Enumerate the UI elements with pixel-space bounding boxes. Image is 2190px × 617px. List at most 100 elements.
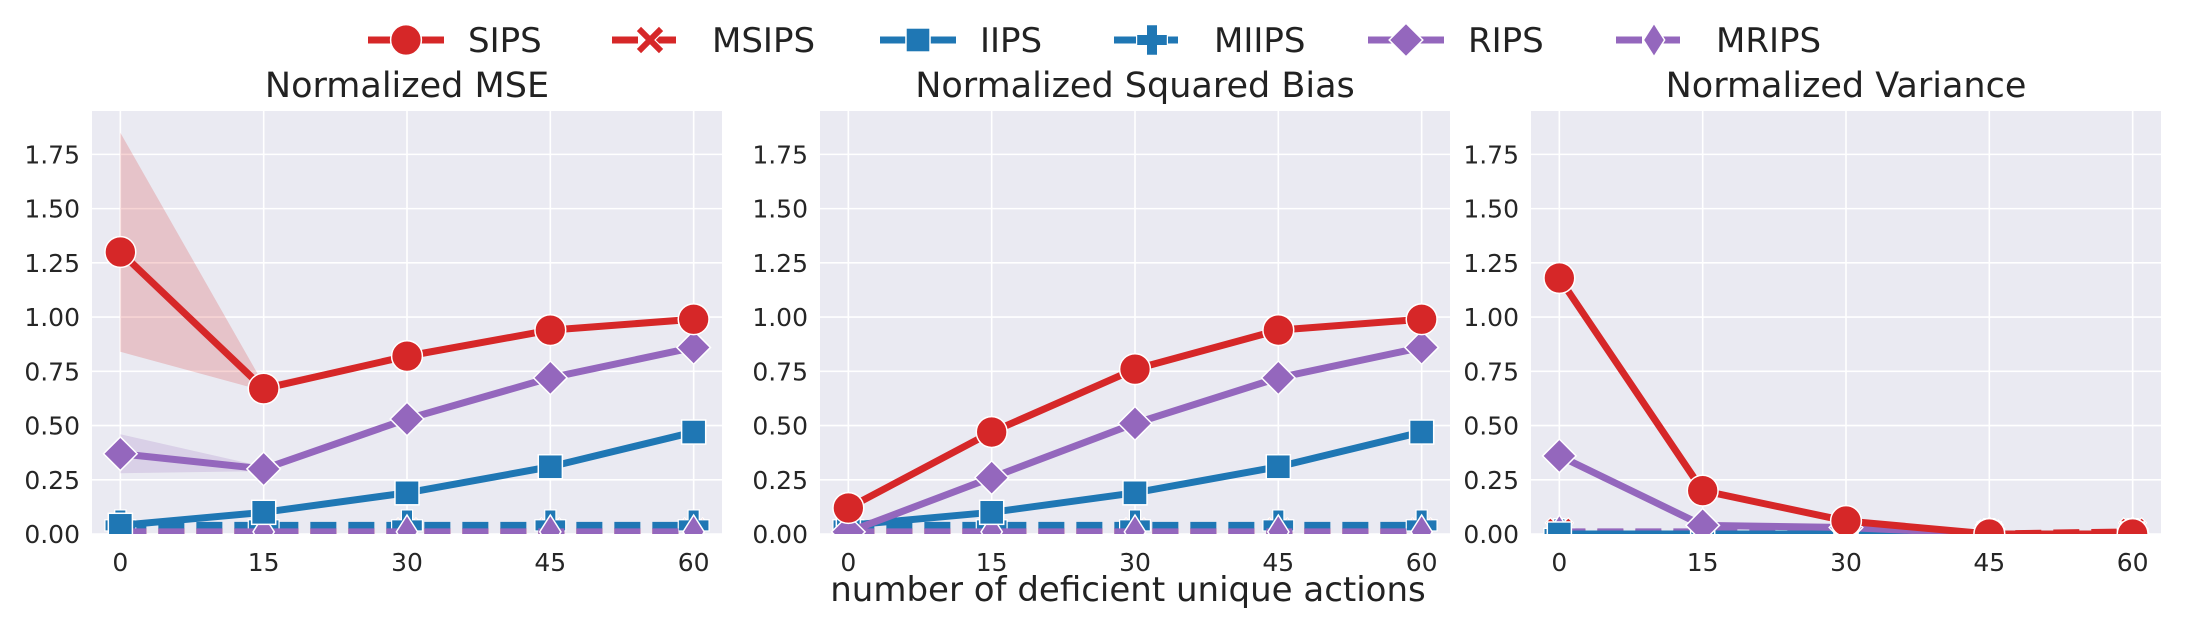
- legend-label: MSIPS: [712, 21, 815, 61]
- y-tick-label: 0.25: [1463, 466, 1519, 495]
- legend-item-mrips: MRIPS: [1616, 21, 1821, 61]
- panel-normalized-mse: 0.00 0.25 0.50 0.75 1.00 1.25 1.50 1.75 0 15 30 45 6…: [24, 66, 722, 577]
- point-rips-15: [973, 459, 1010, 496]
- y-tick-label: 0.50: [1463, 412, 1519, 441]
- panel-title: Normalized Variance: [1666, 66, 2027, 106]
- y-tick-label: 1.25: [24, 249, 80, 278]
- legend-item-miips: MIIPS: [1114, 21, 1305, 61]
- point-sips-45: [1262, 313, 1295, 347]
- y-tick-label: 1.00: [1463, 303, 1519, 332]
- y-tick-label: 0.75: [24, 357, 80, 386]
- point-sips-15: [247, 372, 280, 405]
- point-mrips-45: [1266, 513, 1290, 534]
- y-tick-label: 1.00: [752, 303, 808, 332]
- legend-label: SIPS: [468, 21, 542, 61]
- y-tick-label: 0.00: [1463, 520, 1519, 549]
- y-tick-label: 1.75: [752, 140, 808, 169]
- y-tick-label: 0.75: [1463, 357, 1519, 386]
- legend-label: RIPS: [1468, 21, 1544, 61]
- series-rips: [102, 329, 712, 487]
- point-rips-0: [1541, 438, 1578, 474]
- point-iips-30: [1122, 479, 1148, 506]
- x-tick-label: 0: [840, 548, 856, 577]
- x-tick-label: 45: [534, 548, 566, 577]
- point-iips-0: [1546, 521, 1573, 534]
- x-tick-label: 30: [1830, 548, 1862, 577]
- series-sips: [832, 303, 1438, 525]
- x-tick-label: 15: [248, 548, 280, 577]
- y-tick-label: 0.00: [24, 520, 80, 549]
- y-tick-label: 1.75: [1463, 140, 1519, 169]
- legend-label: MRIPS: [1716, 21, 1821, 61]
- legend-label: IIPS: [980, 21, 1042, 61]
- x-tick-label: 15: [976, 548, 1008, 577]
- series-layer: [830, 303, 1440, 534]
- point-rips-15: [1684, 507, 1721, 534]
- x-tick-label: 0: [112, 548, 128, 577]
- point-rips-30: [1117, 405, 1153, 442]
- x-tick-label: 15: [1687, 548, 1719, 577]
- point-iips-15: [978, 499, 1005, 526]
- x-tick-label: 60: [1406, 548, 1438, 577]
- point-mrips-30: [395, 513, 419, 534]
- y-tick-label: 1.25: [1463, 249, 1519, 278]
- point-sips-0: [104, 235, 137, 269]
- point-rips-45: [532, 359, 569, 396]
- legend-marker-diamond: [1388, 22, 1424, 58]
- y-tick-label: 1.50: [752, 195, 808, 224]
- legend-marker-thin-diamond: [1642, 21, 1666, 59]
- series-layer: [102, 132, 712, 534]
- panels: 0.00 0.25 0.50 0.75 1.00 1.25 1.50 1.75 0 15 30 45 6…: [24, 66, 2161, 577]
- x-tick-label: 0: [1551, 548, 1567, 577]
- point-sips-60: [2116, 517, 2149, 534]
- panel-normalized-squared-bias: 0.00 0.25 0.50 0.75 1.00 1.25 1.50 1.75 0 15 30 45 6…: [752, 66, 1450, 577]
- point-iips-60: [1408, 419, 1435, 445]
- point-iips-30: [394, 479, 420, 506]
- point-mrips-60: [682, 513, 706, 534]
- point-sips-45: [534, 313, 567, 347]
- point-iips-60: [680, 419, 707, 445]
- point-sips-60: [1405, 303, 1438, 336]
- legend-item-rips: RIPS: [1368, 21, 1544, 61]
- panel-title: Normalized MSE: [265, 66, 549, 106]
- point-iips-45: [1265, 453, 1292, 480]
- shared-x-axis-label: number of deficient unique actions: [830, 570, 1426, 610]
- y-tick-label: 0.25: [752, 466, 808, 495]
- series-layer: [1541, 261, 2151, 534]
- legend-item-msips: MSIPS: [612, 21, 815, 61]
- series-sips: [1543, 261, 2149, 534]
- point-sips-15: [975, 415, 1008, 449]
- x-tick-label: 30: [1119, 548, 1151, 577]
- legend-marker-circle: [389, 23, 423, 57]
- series-mrips: [836, 513, 1434, 534]
- point-rips-0: [102, 435, 139, 472]
- y-tick-label: 0.25: [24, 466, 80, 495]
- y-tick-label: 0.50: [24, 412, 80, 441]
- y-tick-label: 0.00: [752, 520, 808, 549]
- x-tick-label: 60: [2117, 548, 2149, 577]
- point-iips-15: [250, 499, 277, 526]
- y-tick-label: 1.00: [24, 303, 80, 332]
- legend-marker-plus: [1136, 24, 1168, 56]
- band-sips: [120, 132, 694, 391]
- point-mrips-30: [1123, 513, 1147, 534]
- series-sips: [104, 235, 710, 405]
- point-sips-0: [832, 491, 865, 525]
- point-rips-15: [245, 451, 282, 487]
- point-iips-0: [107, 512, 134, 534]
- y-tick-label: 1.50: [1463, 195, 1519, 224]
- y-tick-label: 0.50: [752, 412, 808, 441]
- point-sips-30: [390, 339, 424, 373]
- point-sips-15: [1686, 474, 1719, 507]
- x-tick-label: 45: [1973, 548, 2005, 577]
- point-rips-45: [1260, 359, 1297, 396]
- x-tick-label: 30: [391, 548, 423, 577]
- legend-label: MIIPS: [1214, 21, 1305, 61]
- point-rips-30: [389, 401, 425, 437]
- legend: SIPS MSIPS IIPS MIIPS RIPS MRIPS: [368, 21, 1821, 61]
- legend-item-sips: SIPS: [368, 21, 542, 61]
- panel-title: Normalized Squared Bias: [915, 66, 1355, 106]
- y-tick-label: 1.25: [752, 249, 808, 278]
- panel-normalized-variance: 0.00 0.25 0.50 0.75 1.00 1.25 1.50 1.75 0 15 30 45 6…: [1463, 66, 2161, 577]
